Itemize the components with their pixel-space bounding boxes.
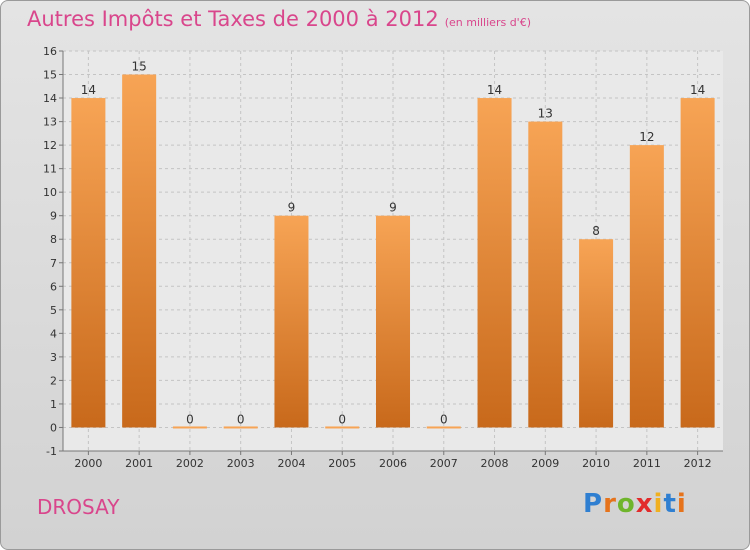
data-label: 14	[487, 83, 502, 97]
title-block: Autres Impôts et Taxes de 2000 à 2012 (en…	[27, 7, 531, 31]
logo-letter: r	[603, 489, 617, 519]
bar	[629, 145, 664, 428]
axes	[59, 50, 723, 455]
bar	[274, 215, 309, 428]
y-tick-label: 15	[43, 69, 57, 82]
logo-letter: P	[583, 489, 604, 519]
x-tick-label: 2010	[582, 457, 610, 470]
data-label: 14	[690, 83, 705, 97]
data-label: 9	[288, 201, 296, 215]
bar	[172, 426, 207, 429]
bar	[325, 426, 360, 429]
data-label: 13	[538, 107, 553, 121]
y-tick-label: 7	[50, 257, 57, 270]
logo-letter: t	[663, 489, 677, 519]
data-label: 12	[639, 130, 654, 144]
bar	[223, 426, 258, 429]
y-tick-label: 14	[43, 92, 57, 105]
y-tick-label: -1	[46, 445, 57, 458]
x-tick-label: 2011	[633, 457, 661, 470]
data-label: 8	[592, 224, 600, 238]
y-tick-label: 0	[50, 421, 57, 434]
x-tick-label: 2008	[481, 457, 509, 470]
logo-letter: i	[653, 489, 664, 519]
bar	[528, 121, 563, 428]
x-tick-label: 2006	[379, 457, 407, 470]
bar	[122, 74, 157, 428]
bar	[680, 98, 715, 428]
x-tick-label: 2009	[531, 457, 559, 470]
x-tick-label: 2000	[74, 457, 102, 470]
bar	[477, 98, 512, 428]
y-tick-label: 5	[50, 304, 57, 317]
bar	[71, 98, 106, 428]
y-tick-label: 6	[50, 280, 57, 293]
chart-title: Autres Impôts et Taxes de 2000 à 2012	[27, 7, 439, 31]
y-tick-label: 12	[43, 139, 57, 152]
y-tick-label: 3	[50, 351, 57, 364]
x-tick-label: 2012	[684, 457, 712, 470]
data-label: 0	[440, 412, 448, 426]
logo-letter: x	[635, 489, 654, 519]
data-label: 14	[81, 83, 96, 97]
logo-letter: o	[616, 489, 636, 519]
y-tick-label: 9	[50, 210, 57, 223]
city-name: DROSAY	[37, 495, 120, 519]
y-tick-label: 2	[50, 374, 57, 387]
data-label: 9	[389, 201, 397, 215]
bar	[375, 215, 411, 428]
x-tick-label: 2005	[328, 457, 356, 470]
bar	[426, 426, 461, 429]
chart-subtitle: (en milliers d'€)	[444, 16, 531, 29]
labels: -101234567891011121314151614200015200102…	[43, 45, 712, 470]
data-label: 0	[237, 412, 245, 426]
x-tick-label: 2007	[430, 457, 458, 470]
y-tick-label: 13	[43, 116, 57, 129]
bar	[579, 239, 614, 428]
proxiti-logo[interactable]: Proxiti	[583, 489, 687, 519]
y-tick-label: 4	[50, 327, 57, 340]
data-label: 0	[338, 412, 346, 426]
y-tick-label: 8	[50, 233, 57, 246]
logo-letter: i	[676, 489, 687, 519]
x-tick-label: 2004	[277, 457, 305, 470]
y-tick-label: 1	[50, 398, 57, 411]
bars	[71, 74, 715, 429]
y-tick-label: 11	[43, 163, 57, 176]
x-tick-label: 2002	[176, 457, 204, 470]
x-tick-label: 2003	[227, 457, 255, 470]
x-tick-label: 2001	[125, 457, 153, 470]
data-label: 0	[186, 412, 194, 426]
y-tick-label: 16	[43, 45, 57, 58]
y-tick-label: 10	[43, 186, 57, 199]
data-label: 15	[132, 60, 147, 74]
